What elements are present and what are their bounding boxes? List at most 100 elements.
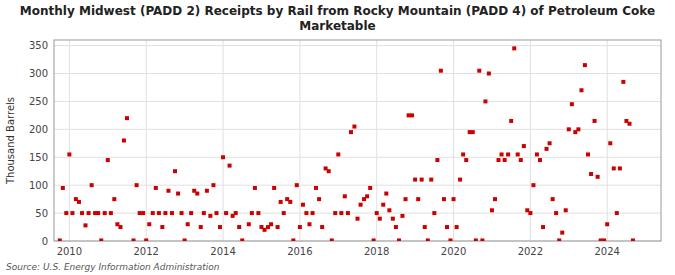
point [500, 152, 504, 156]
x-tick-label: 2024 [594, 246, 619, 257]
point [384, 192, 388, 196]
point [474, 238, 478, 241]
point [208, 214, 212, 218]
y-tick-label: 0 [42, 236, 48, 247]
point [545, 147, 549, 151]
point [240, 238, 244, 241]
point [99, 238, 103, 241]
x-grid-line [223, 40, 224, 241]
point [80, 211, 84, 215]
x-tick-label: 2014 [210, 246, 235, 257]
point [320, 225, 324, 229]
point [205, 189, 209, 193]
point [359, 203, 363, 207]
point [435, 158, 439, 162]
point [64, 211, 68, 215]
point [90, 183, 94, 187]
point [250, 211, 254, 215]
point [593, 119, 597, 123]
x-grid-line [69, 40, 70, 241]
point [311, 211, 315, 215]
point [154, 186, 158, 190]
point [608, 141, 612, 145]
point [157, 211, 161, 215]
point [336, 152, 340, 156]
point [61, 186, 65, 190]
point [452, 197, 456, 201]
point [141, 211, 145, 215]
point [381, 203, 385, 207]
point [496, 158, 500, 162]
point [135, 183, 139, 187]
point [186, 222, 190, 226]
point [221, 155, 225, 159]
point [407, 113, 411, 117]
point [298, 225, 302, 229]
plot-frame [54, 40, 661, 241]
y-grid-line [54, 101, 661, 102]
point [189, 211, 193, 215]
point [599, 238, 603, 241]
point [291, 238, 295, 241]
point [176, 192, 180, 196]
point [138, 211, 142, 215]
point [490, 208, 494, 212]
point [445, 225, 449, 229]
point [564, 208, 568, 212]
point [339, 211, 343, 215]
point [512, 46, 516, 50]
point [503, 158, 507, 162]
point [304, 211, 308, 215]
title-line: Monthly Midwest (PADD 2) Receipts by Rai… [20, 4, 655, 18]
point [317, 197, 321, 201]
point [519, 158, 523, 162]
point [554, 211, 558, 215]
x-grid-line [530, 40, 531, 241]
point [483, 99, 487, 103]
point [288, 200, 292, 204]
point [372, 238, 376, 241]
point [356, 217, 360, 221]
point [605, 222, 609, 226]
point [413, 178, 417, 182]
title: Monthly Midwest (PADD 2) Receipts by Rai… [20, 4, 655, 33]
y-grid-line [54, 157, 661, 158]
point [151, 211, 155, 215]
point [516, 152, 520, 156]
point [106, 158, 110, 162]
point [256, 211, 260, 215]
point [570, 102, 574, 106]
point [330, 238, 334, 241]
point [195, 192, 199, 196]
point [439, 69, 443, 73]
point [493, 197, 497, 201]
y-tick-label: 300 [29, 68, 48, 79]
point [612, 166, 616, 170]
point [228, 164, 232, 168]
point [166, 189, 170, 193]
y-grid-line [54, 73, 661, 74]
point [442, 197, 446, 201]
point [394, 225, 398, 229]
source-note: Source: U.S. Energy Information Administ… [6, 262, 220, 272]
point [263, 228, 267, 232]
x-tick-label: 2020 [441, 246, 466, 257]
point [147, 222, 151, 226]
y-axis-label: Thousand Barrels [5, 97, 16, 185]
y-tick-label: 200 [29, 124, 48, 135]
point [327, 169, 331, 173]
point [109, 211, 113, 215]
point [272, 186, 276, 190]
point [160, 225, 164, 229]
point [211, 183, 215, 187]
point [557, 238, 561, 241]
y-tick-label: 350 [29, 40, 48, 51]
point [163, 211, 167, 215]
point [506, 152, 510, 156]
point [67, 152, 71, 156]
point [426, 238, 430, 241]
point [455, 225, 459, 229]
point [522, 144, 526, 148]
background [0, 0, 675, 275]
point [378, 217, 382, 221]
